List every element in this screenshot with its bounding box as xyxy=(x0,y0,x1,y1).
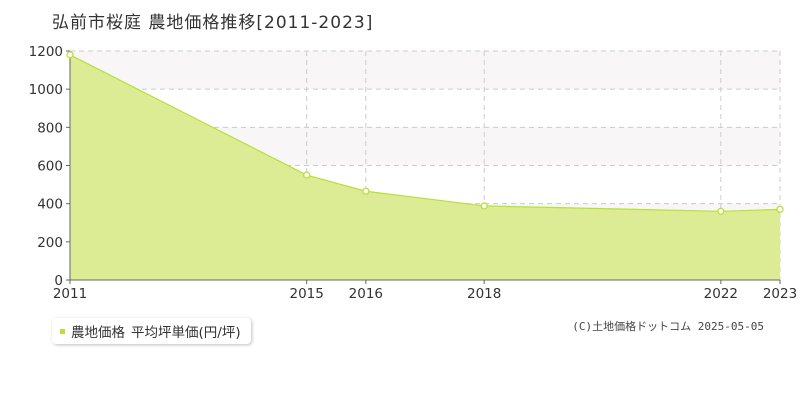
y-tick-label: 200 xyxy=(37,235,63,251)
x-tick-label: 2018 xyxy=(467,286,501,302)
data-point xyxy=(717,207,725,215)
legend-series-name: 農地価格 xyxy=(71,325,125,341)
data-point xyxy=(776,205,784,214)
data-point xyxy=(303,171,311,179)
x-tick-label: 2023 xyxy=(763,286,797,302)
y-tick-label: 1200 xyxy=(29,44,63,60)
y-tick-label: 800 xyxy=(37,120,63,136)
series-area xyxy=(70,54,780,280)
series-line xyxy=(69,54,781,212)
x-tick-label: 2011 xyxy=(53,286,87,302)
x-tick-label: 2022 xyxy=(704,286,738,302)
x-tick-label: 2015 xyxy=(289,286,323,302)
area-layer xyxy=(69,54,781,280)
data-point xyxy=(480,202,488,210)
copyright-text: (C)土地価格ドットコム 2025-05-05 xyxy=(572,320,764,333)
chart-title: 弘前市桜庭 農地価格推移[2011-2023] xyxy=(52,13,374,33)
legend-marker-icon xyxy=(60,328,65,334)
legend-measure-label: 平均坪単価(円/坪) xyxy=(131,325,241,341)
x-tick-label: 2016 xyxy=(349,286,383,302)
y-tick-label: 1000 xyxy=(29,82,63,98)
y-tick-label: 0 xyxy=(54,273,63,289)
background-band xyxy=(70,51,780,90)
y-tick-label: 600 xyxy=(37,159,63,175)
data-markers xyxy=(66,51,784,215)
legend: 農地価格 平均坪単価(円/坪) xyxy=(52,318,251,344)
y-tick-label: 400 xyxy=(37,197,63,213)
data-point xyxy=(66,51,74,59)
data-point xyxy=(362,187,370,195)
tick-labels: 0 200 400 600 800 1000 1200 2011 2015 2016 2018 202… xyxy=(29,44,798,302)
